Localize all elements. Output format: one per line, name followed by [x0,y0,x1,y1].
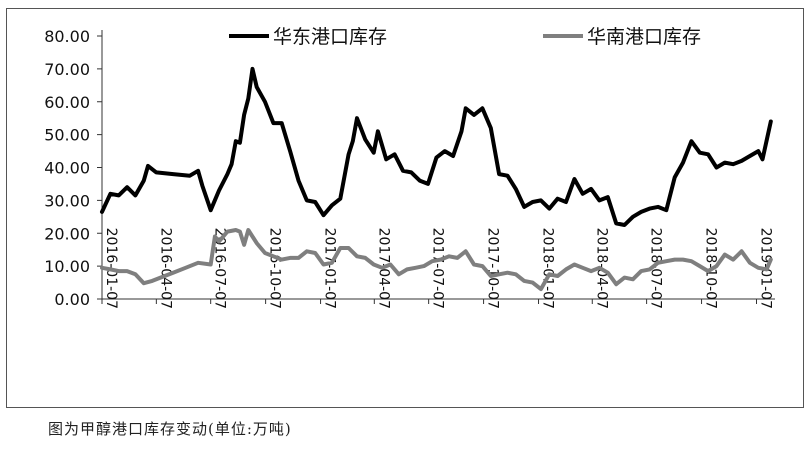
figure-caption: 图为甲醇港口库存变动(单位:万吨) [48,420,292,438]
series-line-huadong [100,66,773,227]
y-tick-label: 0.00 [54,290,90,309]
series-layer [100,66,773,292]
legend-label-huadong: 华东港口库存 [273,26,387,48]
x-tick-label: 2018-07-07 [648,228,664,309]
y-tick-label: 70.00 [44,60,90,79]
x-axis: 2016-01-07 2016-04-07 2016-07-07 2016-10-07… [101,228,775,309]
legend-label-huanan: 华南港口库存 [587,26,701,48]
y-tick-label: 20.00 [44,224,90,243]
y-tick-label: 10.00 [44,257,90,276]
y-axis: 0.00 10.00 20.00 30.00 40.00 50.00 60.00 70.00 8… [44,27,103,309]
x-tick-label: 2016-04-07 [157,228,173,309]
line-chart: 华东港口库存 华南港口库存 0.00 10.00 20.00 30.00 40.00 50… [44,26,775,309]
y-tick-label: 30.00 [44,191,90,210]
x-tick-label: 2017-01-07 [322,228,338,309]
y-tick-label: 80.00 [44,27,90,46]
x-tick-label: 2017-10-07 [485,228,501,309]
x-tick-label: 2016-07-07 [212,228,228,309]
x-tick-label: 2016-10-07 [267,228,283,309]
y-tick-label: 60.00 [44,93,90,112]
chart-frame: 华东港口库存 华南港口库存 0.00 10.00 20.00 30.00 40.00 50… [6,8,804,408]
y-tick-label: 50.00 [44,126,90,145]
y-tick-label: 40.00 [44,159,90,178]
x-tick-label: 2017-07-07 [430,228,446,309]
legend: 华东港口库存 华南港口库存 [229,26,701,48]
series-line-huanan [100,228,773,292]
x-tick-label: 2018-01-07 [540,228,556,309]
